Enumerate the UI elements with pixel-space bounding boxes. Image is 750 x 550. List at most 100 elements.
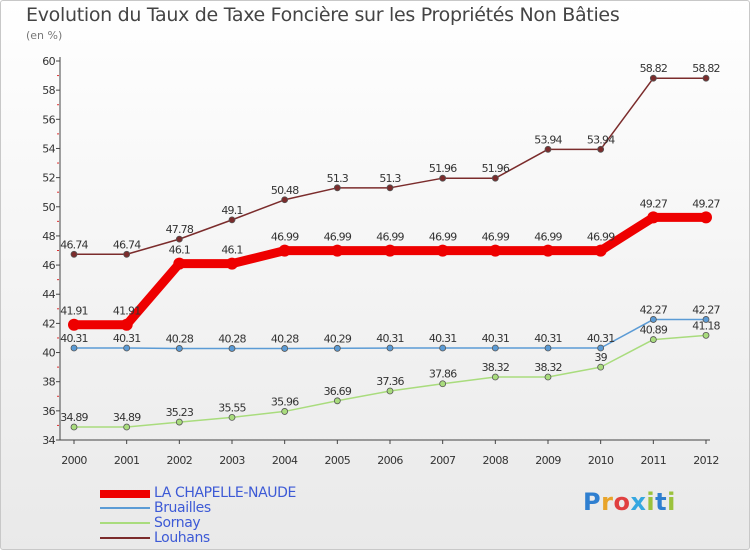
- data-label: 58.82: [692, 62, 720, 75]
- data-label: 42.27: [640, 303, 668, 316]
- x-tick-label: 2007: [430, 454, 456, 467]
- data-point: [333, 184, 341, 192]
- data-label: 40.31: [482, 332, 510, 345]
- data-label: 46.99: [482, 231, 510, 244]
- data-label: 40.31: [429, 332, 457, 345]
- data-point: [281, 408, 289, 415]
- data-label: 53.94: [587, 133, 615, 146]
- chart-title: Evolution du Taux de Taxe Foncière sur l…: [26, 4, 620, 26]
- legend-label: LA CHAPELLE-NAUDE: [154, 485, 296, 501]
- data-point: [386, 387, 394, 395]
- data-label: 46.99: [271, 231, 299, 244]
- logo-letter: x: [630, 488, 647, 516]
- x-tick-label: 2008: [483, 454, 509, 467]
- y-tick-label: 34: [42, 434, 55, 447]
- series-layer: [68, 74, 712, 431]
- data-point: [649, 336, 657, 343]
- x-tick-label: 2003: [219, 454, 245, 467]
- legend-swatch: [100, 522, 150, 524]
- data-label: 51.96: [482, 162, 510, 175]
- x-tick-label: 2012: [693, 454, 719, 467]
- data-point: [702, 74, 710, 82]
- legend-swatch: [100, 507, 150, 509]
- data-label: 58.82: [640, 62, 668, 75]
- data-point: [702, 316, 710, 323]
- data-point: [333, 397, 341, 405]
- data-point: [120, 318, 133, 331]
- legend-swatch: [100, 537, 150, 539]
- x-tick-label: 2004: [272, 454, 298, 467]
- axes: 34 36 38 40 42 44 46 48 50 52 54 56 58 60 2000 2001 2002…: [42, 55, 719, 467]
- data-point: [228, 216, 236, 224]
- y-tick-label: 42: [42, 317, 55, 330]
- data-label: 47.78: [166, 223, 194, 236]
- data-point: [702, 331, 710, 339]
- data-point: [173, 257, 186, 270]
- data-point: [491, 344, 499, 352]
- data-label: 46.99: [376, 231, 404, 244]
- data-label: 41.18: [692, 319, 720, 332]
- legend-label: Sornay: [154, 515, 201, 531]
- data-point: [123, 344, 131, 352]
- data-label: 49.1: [221, 204, 242, 217]
- data-point: [281, 345, 289, 352]
- y-tick-label: 60: [42, 55, 55, 68]
- data-point: [175, 418, 183, 426]
- x-tick-label: 2001: [114, 454, 140, 467]
- x-tick-label: 2000: [61, 454, 87, 467]
- data-point: [386, 344, 394, 352]
- data-label: 34.89: [113, 411, 141, 424]
- data-label: 51.3: [379, 172, 401, 185]
- data-label: 46.74: [113, 238, 141, 251]
- data-point: [649, 316, 657, 323]
- data-point: [278, 244, 291, 257]
- data-point: [281, 196, 289, 204]
- data-label: 40.31: [587, 332, 615, 345]
- data-label: 40.31: [376, 332, 404, 345]
- x-tick-label: 2002: [167, 454, 193, 467]
- data-point: [175, 235, 183, 243]
- data-point: [70, 423, 78, 431]
- data-point: [384, 244, 396, 257]
- data-label: 40.31: [113, 332, 141, 345]
- data-point: [491, 174, 499, 182]
- data-point: [542, 244, 554, 257]
- line-chart: 34 36 38 40 42 44 46 48 50 52 54 56 58 60 2000 2001 2002…: [42, 55, 721, 467]
- data-label: 51.3: [327, 172, 349, 185]
- y-tick-label: 58: [42, 84, 55, 97]
- data-point: [597, 363, 605, 371]
- logo-letter: t: [655, 488, 668, 516]
- data-point: [439, 344, 447, 352]
- data-point: [70, 250, 78, 258]
- data-point: [386, 184, 394, 192]
- y-tick-label: 40: [42, 347, 55, 360]
- data-label: 38.32: [482, 361, 510, 374]
- proxiti-logo: Proxiti: [583, 488, 676, 516]
- data-point: [123, 423, 131, 431]
- data-point: [439, 174, 447, 182]
- data-label: 42.27: [692, 303, 720, 316]
- data-label: 37.36: [376, 375, 404, 388]
- logo-letter: r: [601, 488, 614, 516]
- data-point: [597, 145, 605, 153]
- data-label: 37.86: [429, 368, 457, 381]
- data-point: [489, 244, 502, 257]
- data-labels: 46.74 46.74 47.78 49.1 50.48 51.3 51.3 51.96 51.…: [60, 62, 721, 424]
- data-point: [647, 211, 660, 224]
- data-point: [226, 257, 238, 270]
- data-label: 40.29: [324, 332, 352, 345]
- x-tick-label: 2009: [535, 454, 561, 467]
- data-label: 46.1: [221, 244, 242, 257]
- logo-letter: i: [646, 488, 656, 516]
- data-label: 50.48: [271, 184, 299, 197]
- data-point: [228, 345, 236, 352]
- data-point: [544, 373, 552, 381]
- legend-swatch: [100, 490, 150, 498]
- data-point: [123, 250, 131, 258]
- data-point: [439, 380, 447, 388]
- data-point: [331, 244, 344, 257]
- data-label: 35.23: [166, 406, 194, 419]
- data-label: 35.96: [271, 395, 299, 408]
- logo-letter: P: [583, 488, 602, 516]
- data-point: [333, 344, 341, 352]
